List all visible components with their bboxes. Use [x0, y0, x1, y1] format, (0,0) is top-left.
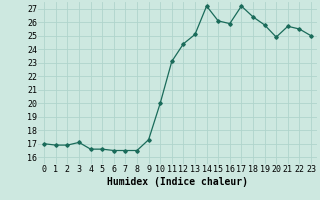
- X-axis label: Humidex (Indice chaleur): Humidex (Indice chaleur): [107, 177, 248, 187]
